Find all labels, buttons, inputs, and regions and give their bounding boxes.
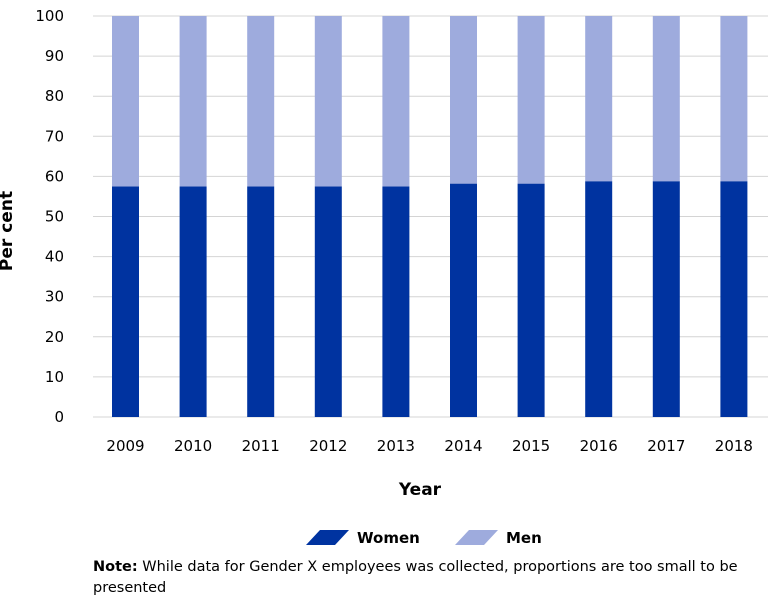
bar-women-2014 bbox=[450, 183, 477, 417]
y-tick-label: 70 bbox=[45, 127, 64, 145]
x-tick-label: 2018 bbox=[715, 437, 753, 455]
x-tick-label: 2011 bbox=[242, 437, 280, 455]
bar-women-2017 bbox=[652, 181, 680, 417]
y-tick-label: 100 bbox=[35, 7, 64, 25]
bar-men-2009 bbox=[112, 16, 139, 187]
bar-women-2009 bbox=[112, 186, 139, 417]
y-tick-label: 0 bbox=[54, 408, 64, 426]
bar-men-2016 bbox=[585, 16, 613, 182]
bar-men-2018 bbox=[720, 16, 748, 182]
y-tick-label: 80 bbox=[45, 87, 64, 105]
bar-men-2014 bbox=[450, 16, 477, 184]
bar-women-2016 bbox=[585, 181, 613, 417]
x-tick-label: 2015 bbox=[512, 437, 550, 455]
x-tick-label: 2013 bbox=[377, 437, 415, 455]
x-tick-labels: 2009 2010 2011 2012 2013 2014 2015 2016 2017 2018 bbox=[106, 437, 753, 455]
bar-men-2015 bbox=[517, 16, 545, 184]
y-tick-label: 40 bbox=[45, 248, 64, 266]
legend-swatch-men bbox=[455, 530, 498, 545]
legend-label-men: Men bbox=[506, 529, 542, 547]
x-tick-label: 2017 bbox=[647, 437, 685, 455]
y-tick-label: 90 bbox=[45, 47, 64, 65]
y-axis-title: Per cent bbox=[0, 191, 17, 271]
x-tick-label: 2014 bbox=[444, 437, 482, 455]
note-label: Note: bbox=[93, 559, 138, 575]
bars bbox=[112, 16, 748, 417]
bar-women-2015 bbox=[517, 183, 545, 417]
bar-men-2012 bbox=[314, 16, 342, 187]
bar-women-2010 bbox=[179, 186, 207, 417]
y-tick-label: 50 bbox=[45, 208, 64, 226]
y-tick-label: 60 bbox=[45, 167, 64, 185]
bar-men-2010 bbox=[179, 16, 207, 187]
legend: Women Men bbox=[306, 529, 542, 547]
legend-swatch-women bbox=[306, 530, 349, 545]
x-tick-label: 2016 bbox=[580, 437, 618, 455]
y-tick-labels: 0 10 20 30 40 50 60 70 80 90 100 bbox=[35, 7, 64, 426]
bar-women-2013 bbox=[382, 186, 410, 417]
y-tick-label: 10 bbox=[45, 368, 64, 386]
footnote: Note: While data for Gender X employees … bbox=[93, 557, 753, 599]
x-tick-label: 2010 bbox=[174, 437, 212, 455]
bar-men-2013 bbox=[382, 16, 410, 187]
x-tick-label: 2012 bbox=[309, 437, 347, 455]
y-tick-label: 20 bbox=[45, 328, 64, 346]
bar-women-2012 bbox=[314, 186, 342, 417]
x-axis-title: Year bbox=[398, 480, 442, 500]
bar-women-2018 bbox=[720, 181, 748, 417]
bar-men-2017 bbox=[652, 16, 680, 182]
bar-women-2011 bbox=[247, 186, 275, 417]
x-tick-label: 2009 bbox=[106, 437, 144, 455]
bar-men-2011 bbox=[247, 16, 275, 187]
legend-label-women: Women bbox=[357, 529, 420, 547]
y-tick-label: 30 bbox=[45, 288, 64, 306]
note-text: While data for Gender X employees was co… bbox=[93, 559, 738, 596]
